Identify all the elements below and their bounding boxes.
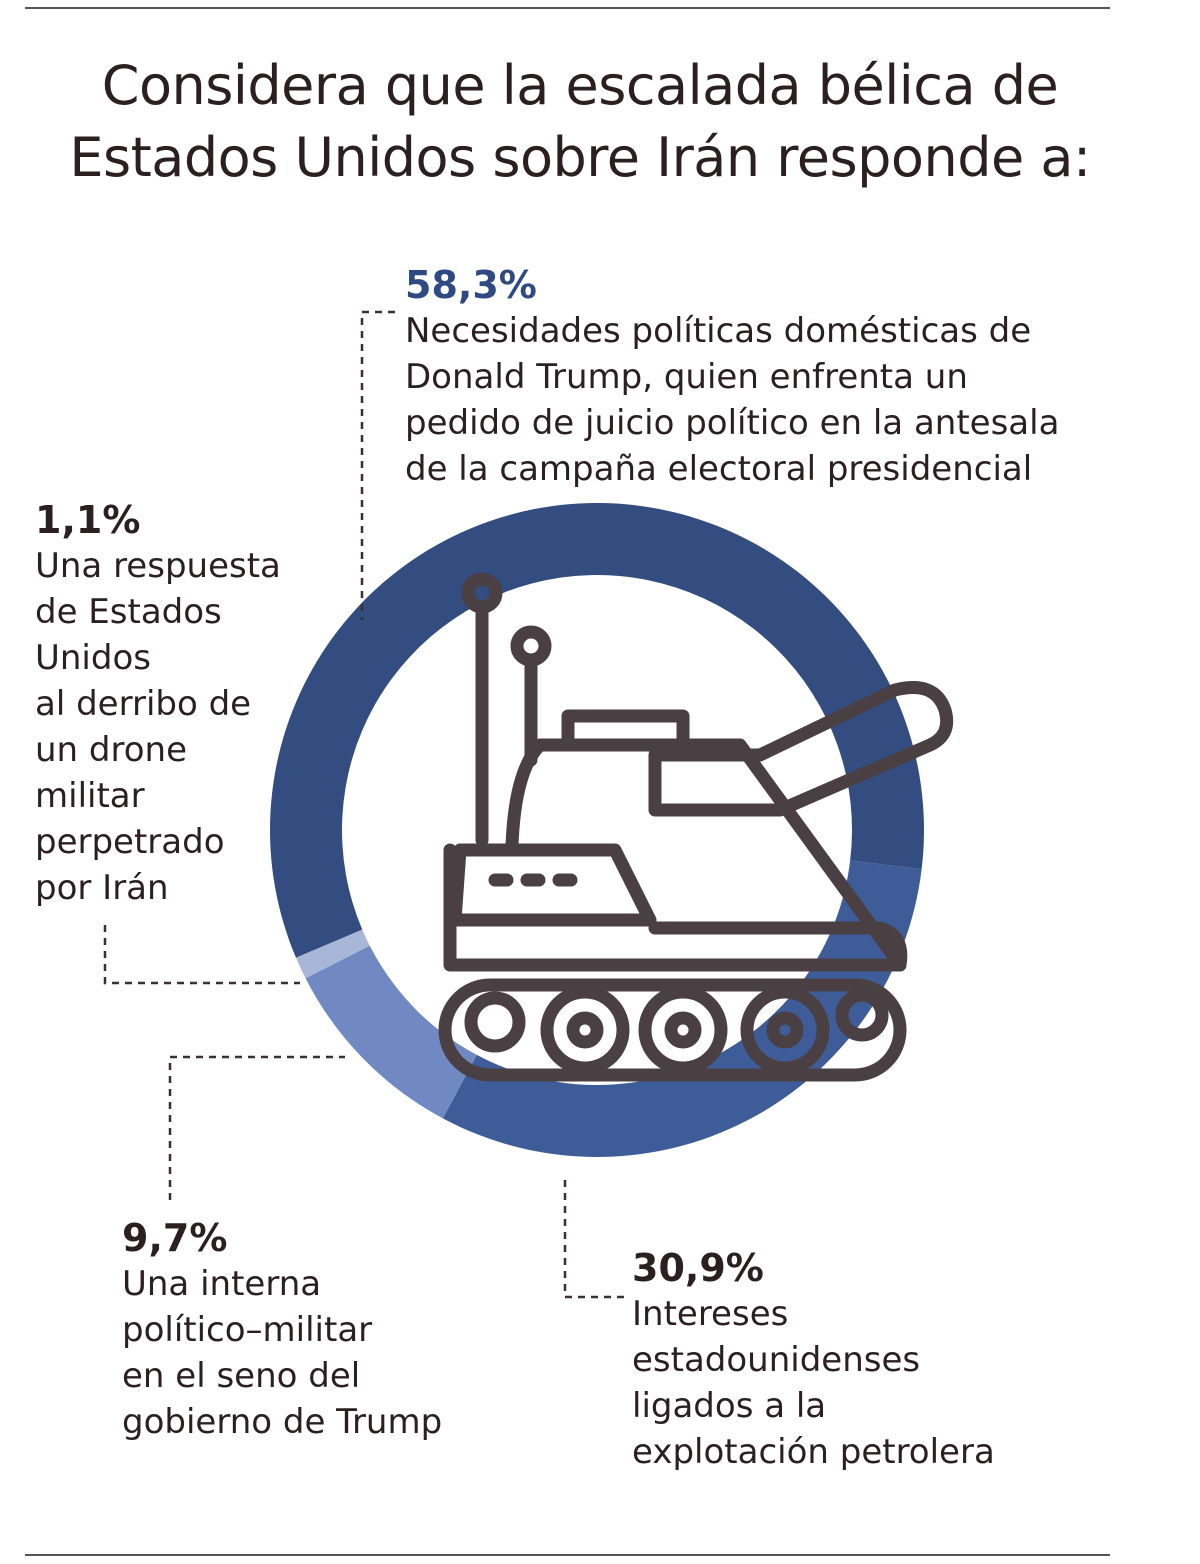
value-label: 30,9% [632,1246,764,1290]
label: 58,3% Necesidades políticas domésticas de… [405,262,1125,492]
category-label: Una interna político–militar en el seno … [122,1264,443,1442]
leader-lines [103,310,628,1299]
donut-segment [295,929,370,979]
donut [270,503,925,1157]
donut-segment [270,503,925,958]
leader-line [103,925,300,985]
category-label: Necesidades políticas domésticas de Dona… [405,311,1060,489]
chart-title: Considera que la escalada bélica de Esta… [69,54,1091,189]
label: 30,9% Intereses estadounidenses ligados a… [632,1245,1052,1475]
leader-line [360,310,395,620]
label: 1,1% Una respuesta de Estados Unidos al d… [35,497,335,911]
tank-icon [438,572,954,1082]
leader-line [563,1180,628,1299]
value-label: 58,3% [405,263,537,307]
value-label: 9,7% [122,1216,228,1260]
value-label: 1,1% [35,498,141,542]
label: 9,7% Una interna político–militar en el s… [122,1215,502,1445]
leader-line [168,1055,345,1200]
category-label: Una respuesta de Estados Unidos al derri… [35,546,281,908]
category-label: Intereses estadounidenses ligados a la e… [632,1294,995,1472]
donut-segment [442,860,922,1157]
donut-segment [305,945,477,1119]
